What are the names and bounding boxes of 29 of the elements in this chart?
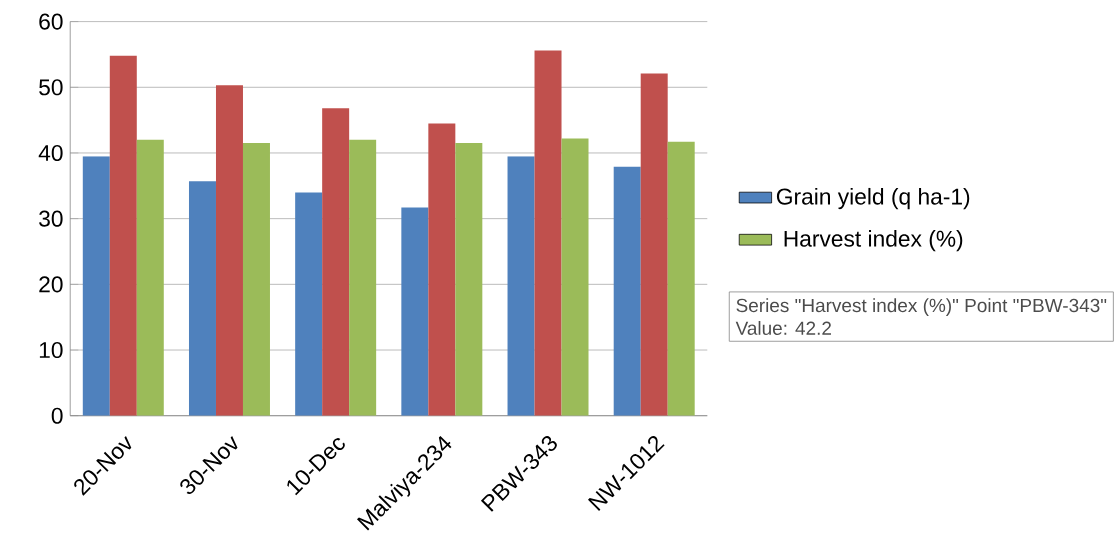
bar — [613, 166, 641, 416]
bar — [188, 181, 216, 416]
legend-label: Harvest index (%) — [784, 230, 963, 252]
bar — [428, 123, 456, 416]
bar — [401, 207, 429, 416]
bar — [242, 143, 270, 416]
y-tick-label: 30 — [39, 210, 63, 227]
y-tick-label: 20 — [39, 276, 63, 293]
y-tick-label: 0 — [51, 407, 63, 424]
bar — [507, 156, 535, 416]
bar — [455, 143, 483, 416]
y-tick-label: 10 — [39, 342, 63, 359]
bar — [640, 73, 668, 416]
bar — [534, 50, 562, 416]
legend-label: Grain yield (q ha-1) — [776, 187, 970, 210]
bar — [82, 156, 110, 416]
text: Series "Harvest index (%)" Point "PBW-343" — [736, 298, 1107, 316]
bar — [215, 85, 243, 416]
bar — [667, 141, 695, 416]
y-tick-label: 60 — [39, 13, 63, 30]
bar — [295, 192, 323, 416]
bar — [136, 139, 164, 416]
y-tick-label: 40 — [38, 144, 63, 162]
bar — [561, 138, 589, 416]
bar — [322, 108, 350, 416]
text: Value: 42.2 — [735, 321, 831, 335]
bar — [349, 139, 377, 416]
y-tick-label: 50 — [39, 79, 63, 96]
bar — [109, 55, 137, 416]
